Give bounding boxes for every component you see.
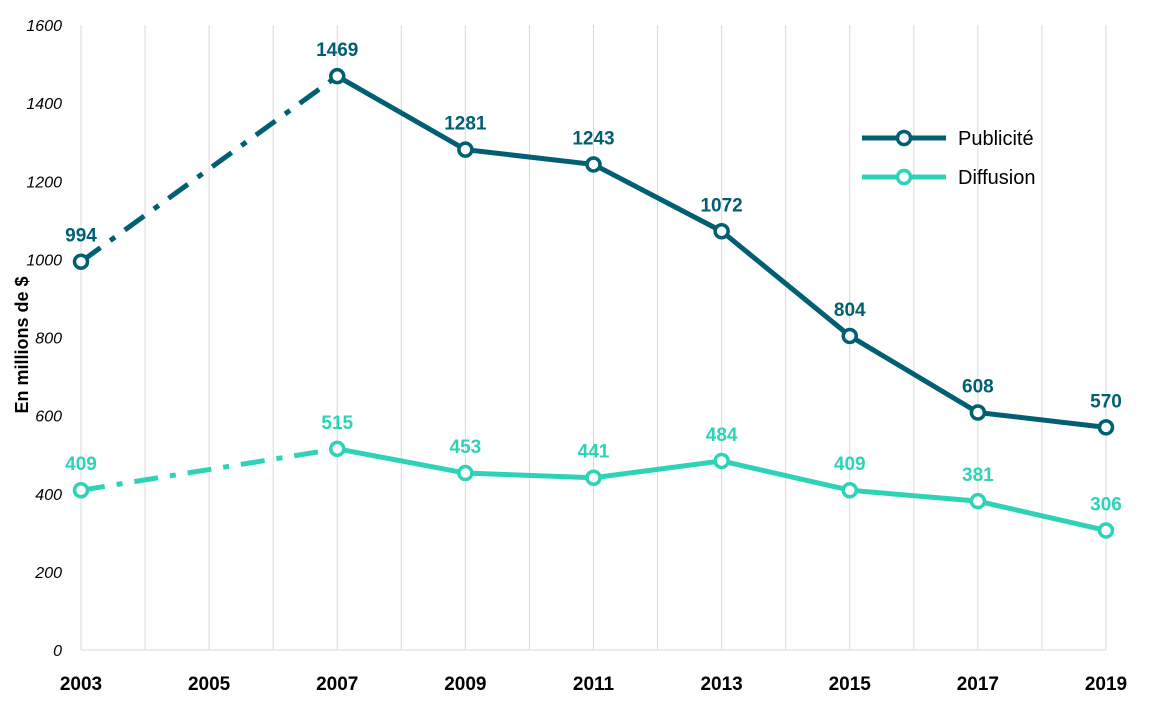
x-axis-ticks: 2003 2005 2007 2009 2011 2013 2015 2017 2019 — [60, 674, 1127, 695]
legend-item: Publicité — [862, 128, 1034, 150]
data-label: 1281 — [444, 114, 487, 135]
y-tick-label: 1000 — [26, 252, 62, 269]
legend-label: Publicité — [958, 128, 1034, 150]
data-label: 409 — [65, 454, 97, 475]
x-tick-label: 2019 — [1085, 674, 1127, 695]
data-label: 1469 — [316, 40, 358, 61]
data-point — [713, 223, 730, 240]
data-point — [585, 156, 602, 173]
legend-label: Diffusion — [958, 167, 1035, 189]
data-label: 306 — [1090, 494, 1122, 515]
data-point — [969, 404, 987, 421]
y-tick-label: 200 — [34, 565, 62, 582]
data-label: 381 — [962, 465, 994, 486]
data-point — [969, 492, 987, 510]
legend-item: Diffusion — [862, 167, 1035, 189]
data-point — [457, 141, 474, 158]
data-label: 484 — [706, 425, 738, 446]
x-tick-label: 2007 — [316, 674, 358, 695]
data-point — [457, 464, 474, 482]
data-label: 1243 — [572, 128, 614, 149]
y-tick-label: 1400 — [26, 96, 62, 113]
data-point — [72, 481, 90, 499]
y-tick-label: 1600 — [26, 18, 62, 35]
data-point — [841, 481, 858, 499]
legend: Publicité Diffusion — [862, 128, 1035, 189]
y-axis-ticks: 0 200 400 600 800 1000 1200 1400 1600 — [26, 18, 62, 660]
data-label: 441 — [578, 442, 610, 463]
data-point — [713, 452, 730, 470]
data-label: 515 — [321, 413, 353, 434]
data-point — [585, 469, 602, 486]
data-label: 453 — [450, 437, 482, 458]
y-tick-label: 0 — [53, 643, 62, 660]
y-tick-label: 1200 — [26, 174, 62, 191]
data-point — [329, 67, 346, 85]
x-tick-label: 2009 — [444, 674, 486, 695]
series-line-dashed — [80, 446, 338, 493]
x-tick-label: 2011 — [573, 674, 615, 695]
series-publicit: 994 1469 1281 1243 1072 804 608 570 — [65, 40, 1122, 436]
x-tick-label: 2013 — [700, 674, 742, 695]
data-point — [841, 327, 858, 345]
x-tick-label: 2005 — [188, 674, 231, 695]
data-label: 570 — [1090, 391, 1122, 412]
series-diffusion: 409 515 453 441 484 409 381 306 — [65, 413, 1122, 539]
data-label: 994 — [65, 226, 97, 247]
y-tick-label: 800 — [35, 331, 62, 348]
data-point — [1097, 419, 1115, 436]
y-tick-label: 600 — [35, 409, 62, 426]
series: 994 1469 1281 1243 1072 804 608 570 409 515 453 441… — [65, 40, 1122, 539]
y-axis-label: En millions de $ — [12, 276, 32, 413]
y-tick-label: 400 — [35, 487, 62, 504]
data-label: 1072 — [700, 195, 742, 216]
x-tick-label: 2003 — [60, 674, 102, 695]
x-tick-label: 2015 — [829, 674, 872, 695]
legend-swatch-marker — [895, 129, 913, 147]
grid — [80, 25, 1107, 651]
legend-swatch-marker — [895, 168, 913, 186]
data-label: 804 — [834, 300, 866, 321]
data-point — [72, 253, 90, 270]
x-tick-label: 2017 — [957, 674, 999, 695]
data-label: 409 — [834, 454, 866, 475]
data-point — [1097, 522, 1115, 539]
data-point — [329, 440, 346, 458]
data-label: 608 — [962, 377, 994, 398]
